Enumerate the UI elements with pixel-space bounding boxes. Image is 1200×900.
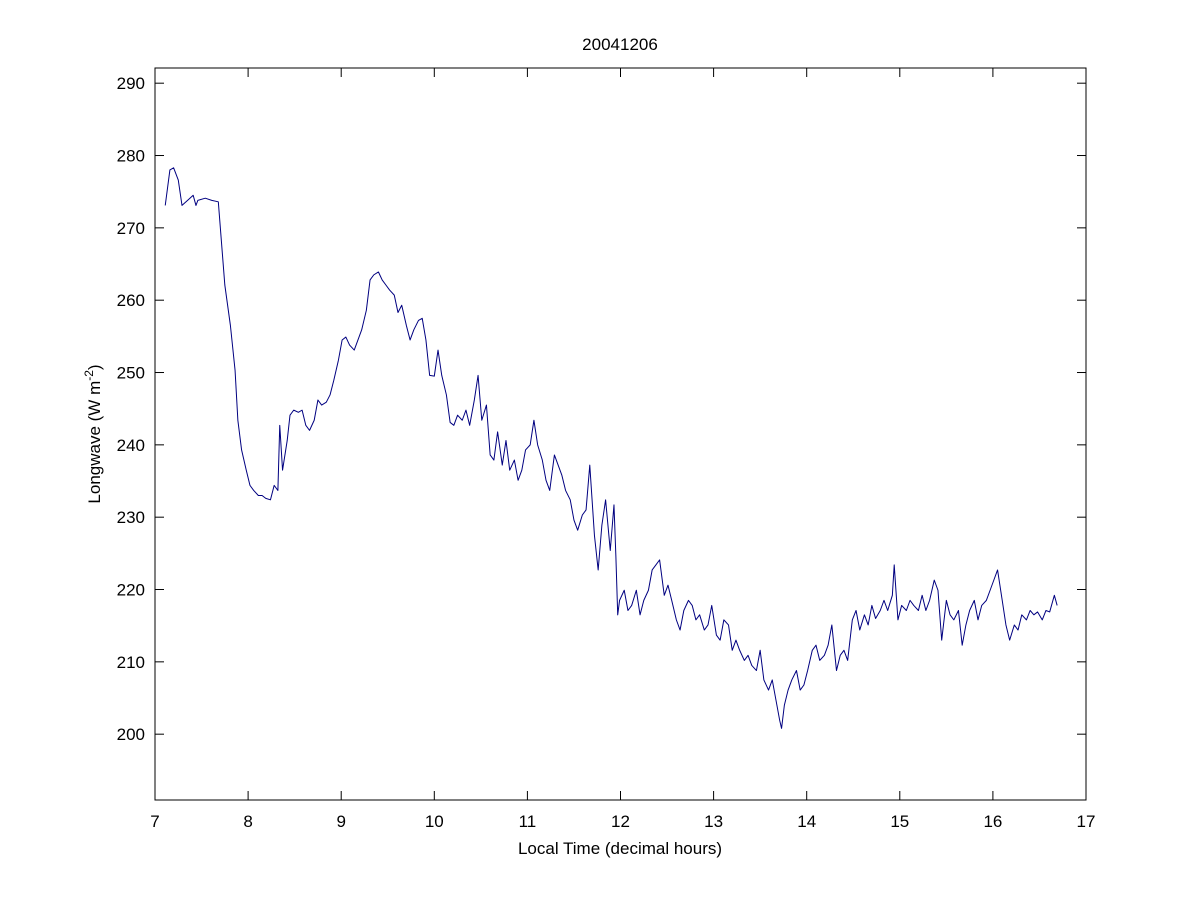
y-axis-label-superscript: -2 xyxy=(82,370,96,381)
y-tick-label: 200 xyxy=(117,725,145,744)
y-tick-label: 250 xyxy=(117,364,145,383)
y-axis-label: Longwave (W m-2) xyxy=(82,364,104,503)
x-tick-label: 9 xyxy=(336,812,345,831)
x-tick-label: 8 xyxy=(243,812,252,831)
y-tick-label: 280 xyxy=(117,147,145,166)
x-axis-label: Local Time (decimal hours) xyxy=(518,839,722,858)
y-tick-label: 260 xyxy=(117,291,145,310)
y-tick-label: 230 xyxy=(117,508,145,527)
y-tick-label: 210 xyxy=(117,653,145,672)
y-tick-label: 220 xyxy=(117,581,145,600)
plot-area xyxy=(154,67,1087,801)
y-axis-label-text: Longwave (W m xyxy=(85,381,104,504)
data-line xyxy=(164,167,1058,729)
x-tick-label: 11 xyxy=(519,812,537,831)
x-tick-label: 15 xyxy=(890,812,909,831)
chart-title: 20041206 xyxy=(582,35,658,54)
y-tick-label: 240 xyxy=(117,436,145,455)
x-tick-label: 14 xyxy=(797,812,816,831)
x-tick-label: 12 xyxy=(611,812,630,831)
x-tick-label: 7 xyxy=(150,812,159,831)
y-tick-label: 270 xyxy=(117,219,145,238)
y-tick-label: 290 xyxy=(117,74,145,93)
x-tick-label: 16 xyxy=(983,812,1002,831)
y-axis-label-suffix: ) xyxy=(85,364,104,370)
x-tick-label: 13 xyxy=(704,812,723,831)
x-tick-label: 17 xyxy=(1077,812,1096,831)
x-tick-label: 10 xyxy=(425,812,444,831)
